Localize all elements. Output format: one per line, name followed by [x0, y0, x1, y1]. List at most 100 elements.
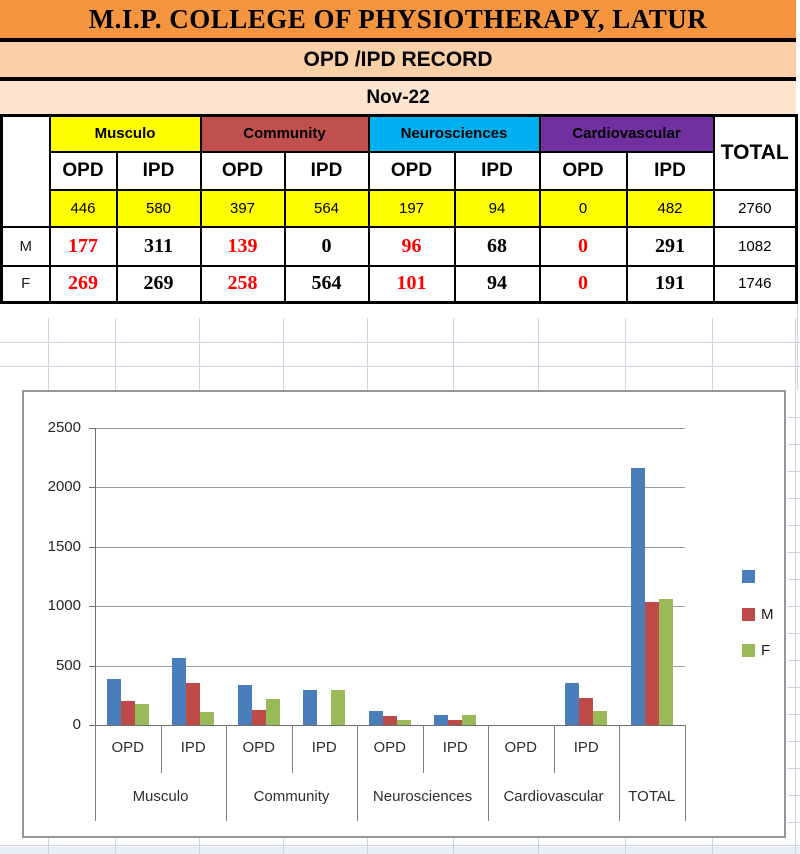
data-cell[interactable]: 94 — [453, 188, 541, 228]
legend-label-M: M — [761, 606, 774, 623]
sheet-gridline — [787, 795, 800, 796]
data-cell[interactable]: 0 — [283, 225, 370, 267]
data-cell[interactable]: 564 — [283, 188, 370, 228]
category-separator — [488, 725, 489, 821]
group-header-cardiovascular[interactable]: Cardiovascular — [538, 114, 715, 153]
opd-ipd-bar-chart[interactable]: 0 500 1000 1500 2000 2500 OPD IPD OPD IPD OPD IPD OP… — [22, 390, 786, 838]
total-cell[interactable]: 1082 — [712, 225, 798, 267]
total-cell[interactable]: 1746 — [712, 264, 798, 304]
total-cell[interactable]: 2760 — [712, 188, 798, 228]
bar-F-cat8 — [658, 599, 673, 725]
sheet-gridline — [787, 525, 800, 526]
subheader-cell[interactable]: OPD — [367, 150, 456, 191]
data-cell[interactable]: 177 — [48, 225, 118, 267]
sheet-gridline — [0, 845, 800, 846]
data-cell[interactable]: 580 — [115, 188, 202, 228]
group-header-community[interactable]: Community — [199, 114, 370, 153]
row-label-cell[interactable]: M — [0, 225, 51, 267]
bar-M-cat5 — [448, 720, 463, 725]
subheader-cell[interactable]: OPD — [199, 150, 286, 191]
category-separator — [684, 725, 686, 821]
x-axis-opd-ipd-label: IPD — [180, 739, 206, 756]
subheader-cell[interactable]: IPD — [625, 150, 715, 191]
bar-F-cat2 — [265, 699, 280, 725]
sheet-gridline — [787, 822, 800, 823]
data-cell[interactable]: 197 — [367, 188, 456, 228]
y-axis-tick-label: 500 — [55, 656, 81, 674]
category-separator — [95, 725, 96, 821]
y-axis-tick — [89, 606, 95, 607]
bar-M-cat1 — [186, 682, 201, 725]
sheet-gridline — [283, 838, 284, 854]
group-header-neurosciences[interactable]: Neurosciences — [367, 114, 541, 153]
sheet-gridline — [625, 318, 626, 390]
data-cell[interactable]: 101 — [367, 264, 456, 304]
bar-F-cat0 — [134, 704, 149, 725]
x-axis-opd-ipd-label: OPD — [242, 739, 275, 756]
data-cell[interactable]: 0 — [538, 188, 628, 228]
sheet-title: M.I.P. COLLEGE OF PHYSIOTHERAPY, LATUR — [88, 3, 708, 34]
sheet-gridline — [787, 687, 800, 688]
legend-swatch-M — [742, 608, 755, 621]
sheet-gridline — [787, 741, 800, 742]
y-gridline — [95, 606, 685, 607]
sheet-row-tint — [0, 847, 800, 854]
corner-cell[interactable] — [0, 114, 51, 228]
data-cell[interactable]: 94 — [453, 264, 541, 304]
bar-series1-cat1 — [172, 657, 187, 725]
sheet-gridline — [787, 552, 800, 553]
data-cell[interactable]: 311 — [115, 225, 202, 267]
data-cell[interactable]: 397 — [199, 188, 286, 228]
y-gridline — [95, 427, 685, 429]
x-axis-opd-ipd-label: OPD — [111, 739, 144, 756]
subtitle-cell[interactable]: OPD /IPD RECORD — [0, 42, 796, 81]
data-cell[interactable]: 0 — [538, 264, 628, 304]
sheet-gridline — [795, 318, 796, 390]
data-cell[interactable]: 269 — [115, 264, 202, 304]
sheet-gridline — [787, 633, 800, 634]
sheet-gridline — [115, 318, 116, 390]
row-label-cell[interactable]: F — [0, 264, 51, 304]
y-gridline — [95, 725, 685, 726]
bar-F-cat4 — [396, 720, 411, 725]
data-cell[interactable]: 291 — [625, 225, 715, 267]
subheader-cell[interactable]: OPD — [538, 150, 628, 191]
x-axis-group-label: Cardiovascular — [503, 788, 604, 805]
data-cell[interactable]: 482 — [625, 188, 715, 228]
bar-series1-cat2 — [237, 685, 252, 725]
data-cell[interactable]: 139 — [199, 225, 286, 267]
bar-F-cat1 — [200, 711, 215, 725]
sheet-gridline — [625, 838, 626, 854]
sheet-gridline — [538, 318, 539, 390]
subcategory-separator — [291, 725, 293, 773]
bar-M-cat2 — [251, 710, 266, 725]
group-header-musculo[interactable]: Musculo — [48, 114, 202, 153]
data-cell[interactable]: 191 — [625, 264, 715, 304]
data-cell[interactable]: 446 — [48, 188, 118, 228]
sheet-gridline — [0, 342, 800, 343]
x-axis-group-label: TOTAL — [628, 788, 676, 805]
data-cell[interactable]: 564 — [283, 264, 370, 304]
category-separator — [357, 725, 358, 821]
sheet-gridline — [0, 366, 800, 367]
data-cell[interactable]: 68 — [453, 225, 541, 267]
data-cell[interactable]: 0 — [538, 225, 628, 267]
subheader-cell[interactable]: OPD — [48, 150, 118, 191]
total-header-cell[interactable]: TOTAL — [712, 114, 798, 191]
bar-M-cat7 — [579, 698, 594, 725]
y-axis-tick-label: 1500 — [47, 537, 81, 555]
subcategory-separator — [422, 725, 424, 773]
sheet-gridline — [787, 714, 800, 715]
data-cell[interactable]: 258 — [199, 264, 286, 304]
data-cell[interactable]: 269 — [48, 264, 118, 304]
month-cell[interactable]: Nov-22 — [0, 81, 796, 117]
title-cell[interactable]: M.I.P. COLLEGE OF PHYSIOTHERAPY, LATUR — [0, 0, 796, 42]
legend-label-F: F — [761, 642, 771, 659]
data-cell[interactable]: 96 — [367, 225, 456, 267]
opd-ipd-table: Musculo Community Neurosciences Cardiova… — [0, 114, 798, 304]
subheader-cell[interactable]: IPD — [115, 150, 202, 191]
y-axis-tick — [89, 665, 95, 667]
subheader-cell[interactable]: IPD — [453, 150, 541, 191]
subheader-cell[interactable]: IPD — [283, 150, 370, 191]
